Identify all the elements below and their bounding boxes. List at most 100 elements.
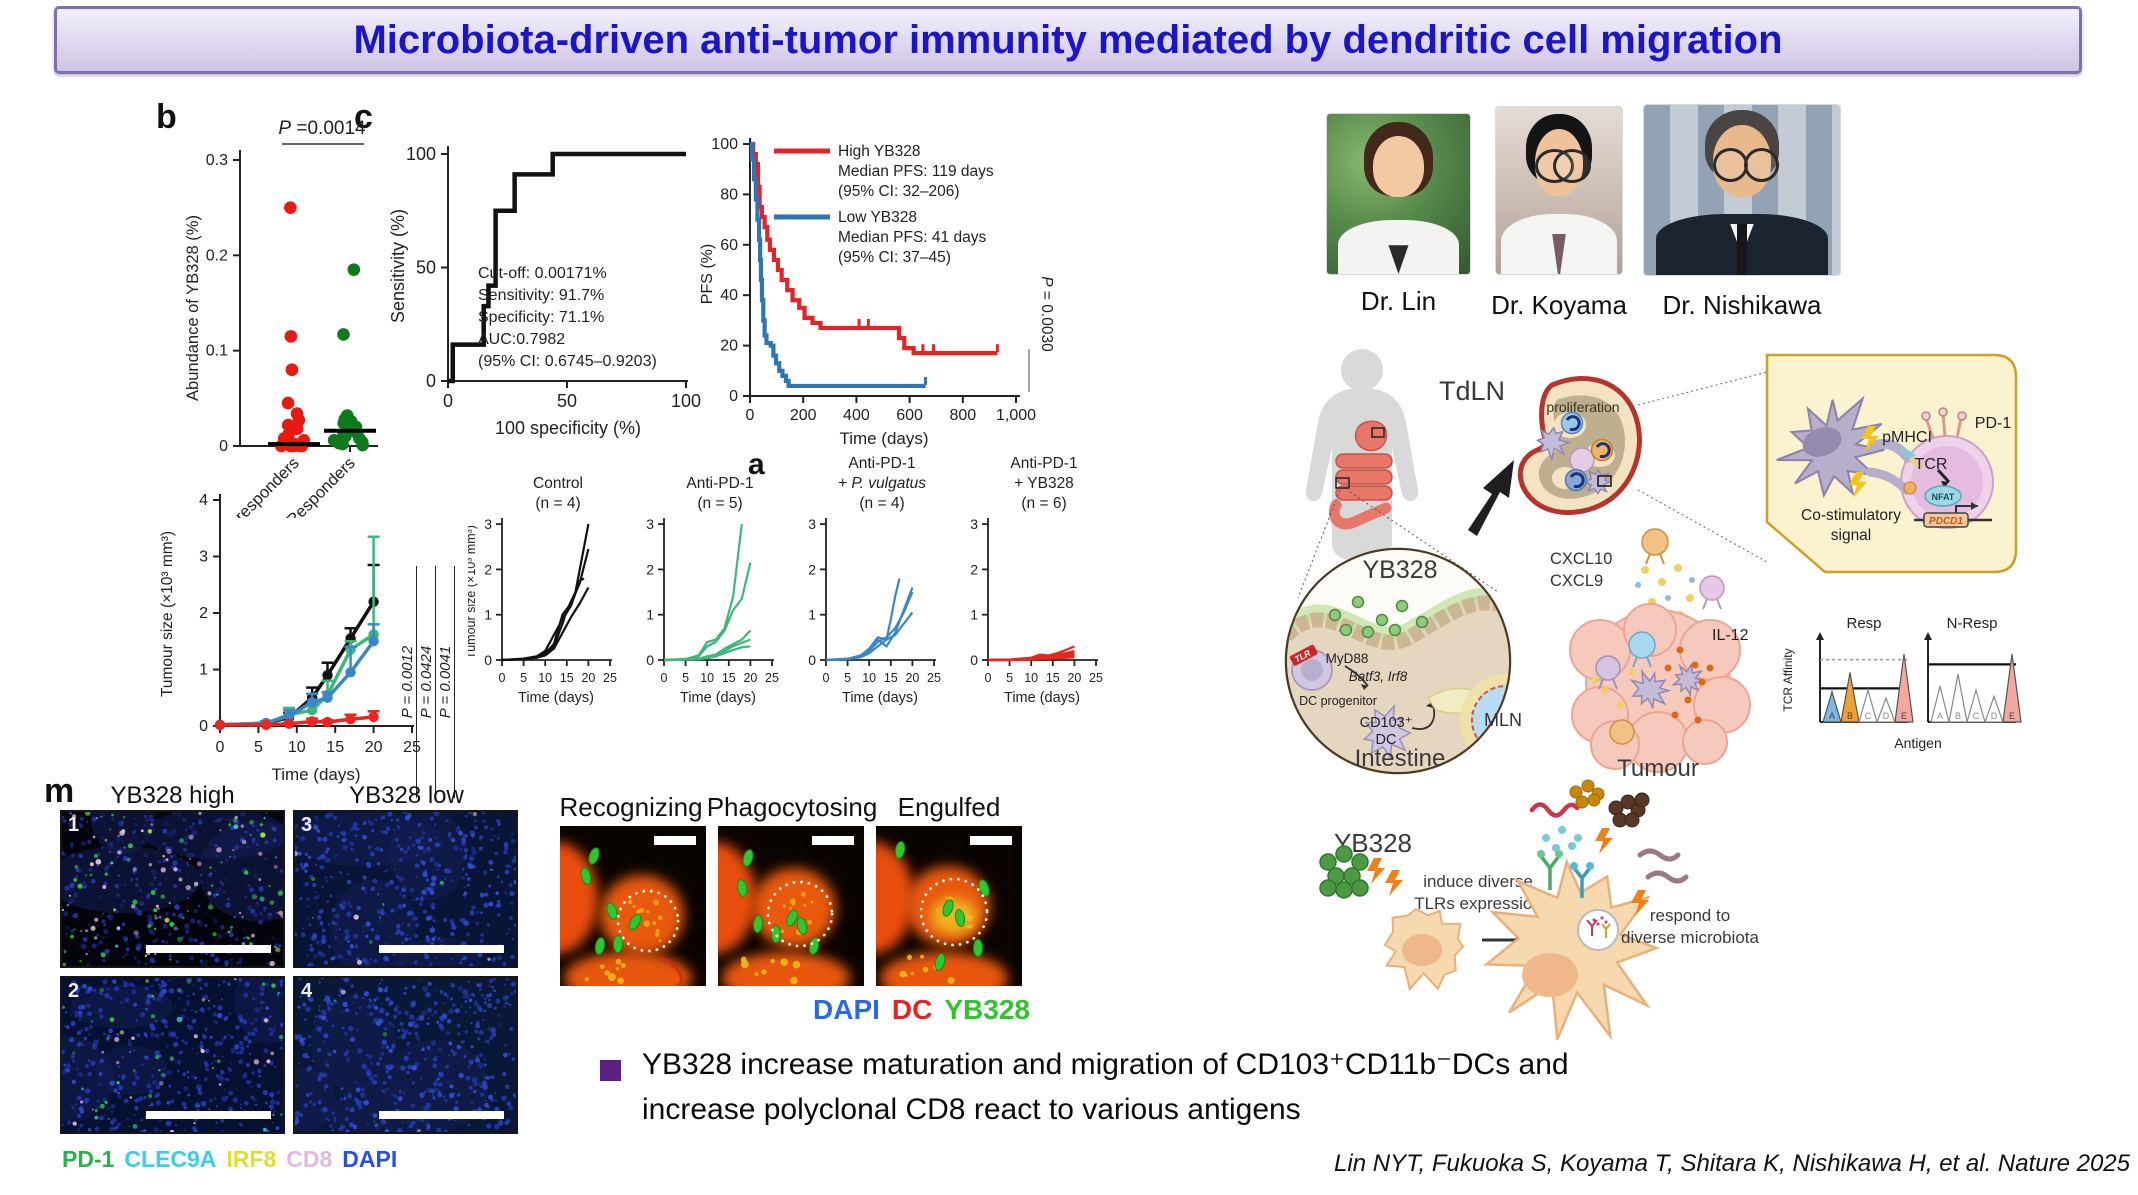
tumour: IL-12 Tumour [1569,603,1751,782]
migration-arrow [1468,460,1514,536]
mature-dc [1483,858,1660,1041]
microscopy-image-4: 4 [293,976,518,1134]
citation: Lin NYT, Fukuoka S, Koyama T, Shitara K,… [1334,1150,2130,1177]
kaplan-meier-chart: 0 200 400 600 800 1,000 0 20 40 60 80 100 Time (days… [698,114,1058,466]
label-yb328-gut: YB328 [1362,556,1437,584]
phago-title-3: Engulfed [897,792,1001,822]
svg-text:40: 40 [720,287,738,304]
label-myd88: MyD88 [1326,651,1369,666]
svg-text:0: 0 [426,371,436,391]
label-induce-2: TLRs expression [1414,894,1542,913]
name-dr-lin: Dr. Lin [1360,286,1437,316]
svg-text:0: 0 [216,739,225,756]
svg-text:800: 800 [949,407,976,424]
svg-text:3: 3 [646,516,654,532]
svg-text:600: 600 [896,407,923,424]
svg-text:Cut-off: 0.00171%: Cut-off: 0.00171% [478,265,607,282]
svg-text:1: 1 [808,607,816,623]
panel-label-a: a [748,448,765,481]
svg-text:Time (days): Time (days) [518,690,594,706]
label-dc-progenitor: DC progenitor [1299,694,1377,708]
chemokine-gradient: CXCL10 CXCL9 [1550,528,1725,623]
name-dr-nishikawa: Dr. Nishikawa [1662,290,1822,320]
legend-item: CLEC9A [124,1146,217,1172]
intestine-inset: YB328 TLR MyD88 Batf3, Irf8 DC progenito… [1284,547,1522,775]
glasses [1712,147,1748,183]
svg-text:5: 5 [682,671,689,685]
label-induce-1: induce diverse [1423,872,1533,891]
key-finding-text: YB328 increase maturation and migration … [642,1042,1782,1132]
tdln-node: proliferation TdLN [1439,371,1768,563]
slide-title: Microbiota-driven anti-tumor immunity me… [353,18,1783,62]
svg-text:15: 15 [560,671,574,685]
label-pmhci: pMHCI [1882,429,1932,446]
label-il12: IL-12 [1712,627,1749,644]
svg-text:Control: Control [533,475,583,492]
pd1-receptors [1924,413,1963,439]
svg-text:D: D [1991,711,1998,721]
tlr-receptor-green [1539,854,1561,890]
roc-curve-chart: 0 50 100 0 50 100 100 specificity (%) Sensitivi… [386,126,706,446]
label-cxcl10: CXCL10 [1550,550,1612,568]
svg-text:Resp: Resp [1846,615,1881,632]
panel-label-c: c [354,98,373,136]
svg-text:N-Resp: N-Resp [1947,615,1998,632]
microscopy-grid: 1 3 2 4 [60,810,518,1134]
svg-text:Sensitivity (%): Sensitivity (%) [388,209,408,323]
microbe-gold-cluster [1569,779,1605,809]
svg-text:Antigen: Antigen [1894,735,1941,751]
image-number: 1 [68,814,80,836]
label-intestine: Intestine [1355,745,1446,772]
svg-text:0: 0 [661,671,668,685]
label-costimulatory: Co-stimulatory [1801,507,1901,524]
label-cd103: CD103⁺ [1360,715,1413,731]
svg-text:Anti-PD-1: Anti-PD-1 [1010,455,1077,472]
svg-text:Tumour size (×10³ mm³): Tumour size (×10³ mm³) [159,531,176,697]
svg-text:100: 100 [406,144,436,164]
svg-text:Time (days): Time (days) [271,765,360,784]
svg-text:20: 20 [365,739,383,756]
svg-text:Tumour size (×10³ mm³): Tumour size (×10³ mm³) [468,525,478,659]
svg-text:Time (days): Time (days) [842,690,918,706]
tlr-chip [1289,644,1318,666]
svg-text:0: 0 [199,718,208,735]
svg-text:0: 0 [985,671,992,685]
svg-text:C: C [1973,711,1980,721]
phago-title-2: Phagocytosing [706,792,878,822]
lightning [1385,870,1403,896]
microbe-brown-cluster [1608,792,1650,828]
svg-text:Median PFS: 119 days: Median PFS: 119 days [838,163,994,180]
label-tumour: Tumour [1617,755,1699,782]
svg-text:0: 0 [823,671,830,685]
phago-image-engulfed [876,826,1022,986]
svg-text:80: 80 [720,186,738,203]
spider-plots: Control (n = 4) 0 5 10 15 20 25 0 1 2 3 Time (days) T… [468,452,1118,812]
legend-item: PD-1 [62,1146,115,1172]
svg-text:400: 400 [843,407,870,424]
svg-text:C: C [1865,711,1872,721]
svg-text:5: 5 [520,671,527,685]
svg-text:2: 2 [970,561,978,577]
m-header-high: YB328 high [110,782,235,809]
photo-dr-lin [1327,114,1470,274]
key-finding-line-2: increase polyclonal CD8 react to various… [642,1093,1301,1126]
legend-item: DAPI [342,1146,398,1172]
svg-text:50: 50 [416,258,436,278]
glasses [1743,147,1780,183]
scale-bar [379,945,504,953]
svg-text:0: 0 [499,671,506,685]
photo-dr-koyama [1496,107,1622,274]
svg-text:2: 2 [808,561,816,577]
abundance-scatter-chart: P =0.0014 0 0.1 0.2 0.3 Abundance of YB328 (%… [182,108,397,550]
label-tcr: TCR [1915,456,1948,473]
svg-text:20: 20 [720,338,738,355]
svg-text:Median PFS: 41 days: Median PFS: 41 days [838,229,986,246]
svg-text:0: 0 [970,652,978,668]
svg-text:AUC:0.7982: AUC:0.7982 [478,331,565,348]
immune-synapse-box: pMHCI PD-1 TCR NFAT PDCD1 Co-stimulatory… [1765,353,2018,574]
svg-text:B: B [1955,711,1961,721]
tumour-growth-chart: 0 5 10 15 20 25 0 1 2 3 4 Time (days) Tumour size (×… [156,464,461,816]
label-proliferation: proliferation [1546,399,1619,415]
microbe-squiggles [1637,848,1689,884]
